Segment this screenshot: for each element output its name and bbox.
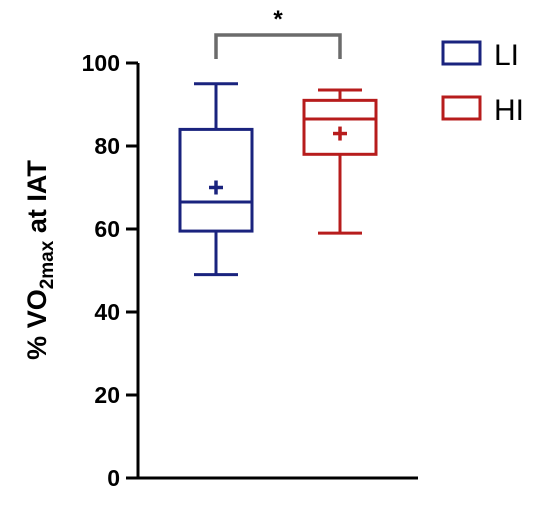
li-box bbox=[178, 127, 254, 233]
significance-bracket-group: * bbox=[214, 6, 342, 59]
hi-box-group bbox=[302, 88, 378, 235]
y-axis-title-subscript: 2max bbox=[37, 240, 58, 289]
y-tick-label-100: 100 bbox=[82, 50, 120, 76]
li-legend-label: LI bbox=[494, 39, 519, 72]
y-tick-label-80: 80 bbox=[94, 133, 120, 159]
hi-legend-swatch bbox=[441, 95, 482, 121]
hi-legend-label: HI bbox=[494, 94, 524, 127]
y-axis-title-prefix: % VO bbox=[22, 289, 52, 360]
y-axis-title: % VO2max at IAT bbox=[22, 160, 58, 360]
boxes bbox=[178, 82, 378, 277]
li-box-group bbox=[178, 82, 254, 277]
y-axis-title-suffix: at IAT bbox=[22, 160, 52, 241]
y-tick-label-0: 0 bbox=[107, 465, 120, 491]
y-tick-label-20: 20 bbox=[94, 382, 120, 408]
significance-label: * bbox=[273, 6, 283, 33]
hi-box bbox=[302, 98, 378, 156]
legend: LI HI bbox=[441, 39, 524, 127]
y-tick-label-40: 40 bbox=[94, 299, 120, 325]
li-legend-swatch bbox=[441, 40, 482, 66]
significance-bracket bbox=[214, 33, 342, 59]
axes: 0 20 40 60 80 100 bbox=[82, 50, 418, 491]
y-tick-label-60: 60 bbox=[94, 216, 120, 242]
